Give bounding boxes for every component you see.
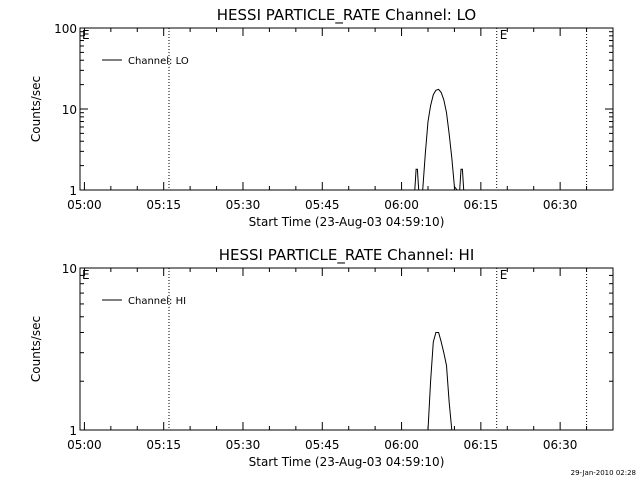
y-tick-label: 10 [62, 103, 77, 117]
legend-label: Channel: HI [128, 296, 186, 307]
legend-label: Channel: LO [128, 56, 189, 67]
y-axis-label: Counts/sec [29, 316, 43, 382]
x-tick-label: 05:45 [305, 198, 340, 212]
edge-marker-label: E [82, 268, 90, 282]
x-tick-label: 06:15 [464, 438, 499, 452]
plot-frame [79, 27, 614, 191]
panel-hi: HESSI PARTICLE_RATE Channel: HI Counts/se… [29, 246, 614, 469]
event-marker-label: E [500, 268, 508, 282]
x-tick-label: 05:00 [67, 198, 102, 212]
x-tick-label: 05:15 [146, 198, 181, 212]
y-axis-label: Counts/sec [29, 76, 43, 142]
x-tick-label: 05:30 [226, 438, 261, 452]
series-line [414, 88, 467, 191]
edge-marker-label: E [82, 28, 90, 42]
x-tick-label: 05:00 [67, 438, 102, 452]
x-tick-label: 05:30 [226, 198, 261, 212]
y-tick-label: 1 [69, 424, 77, 438]
x-tick-label: 05:15 [146, 438, 181, 452]
x-axis-label: Start Time (23-Aug-03 04:59:10) [249, 455, 445, 469]
panel-lo: HESSI PARTICLE_RATE Channel: LO Counts/se… [29, 6, 614, 229]
chart-title: HESSI PARTICLE_RATE Channel: HI [219, 246, 475, 265]
y-tick-label: 100 [54, 22, 77, 36]
y-tick-label: 10 [62, 262, 77, 276]
plot-frame [79, 267, 614, 431]
event-marker-label: E [500, 28, 508, 42]
x-tick-label: 06:00 [384, 198, 419, 212]
timestamp-footer: 29-Jan-2010 02:28 [571, 469, 636, 477]
x-tick-label: 06:00 [384, 438, 419, 452]
y-tick-label: 1 [69, 184, 77, 198]
chart-title: HESSI PARTICLE_RATE Channel: LO [217, 6, 476, 25]
x-tick-label: 05:45 [305, 438, 340, 452]
x-axis-label: Start Time (23-Aug-03 04:59:10) [249, 215, 445, 229]
x-tick-label: 06:30 [543, 438, 578, 452]
x-tick-label: 06:30 [543, 198, 578, 212]
x-tick-label: 06:15 [464, 198, 499, 212]
series-line [427, 332, 453, 431]
